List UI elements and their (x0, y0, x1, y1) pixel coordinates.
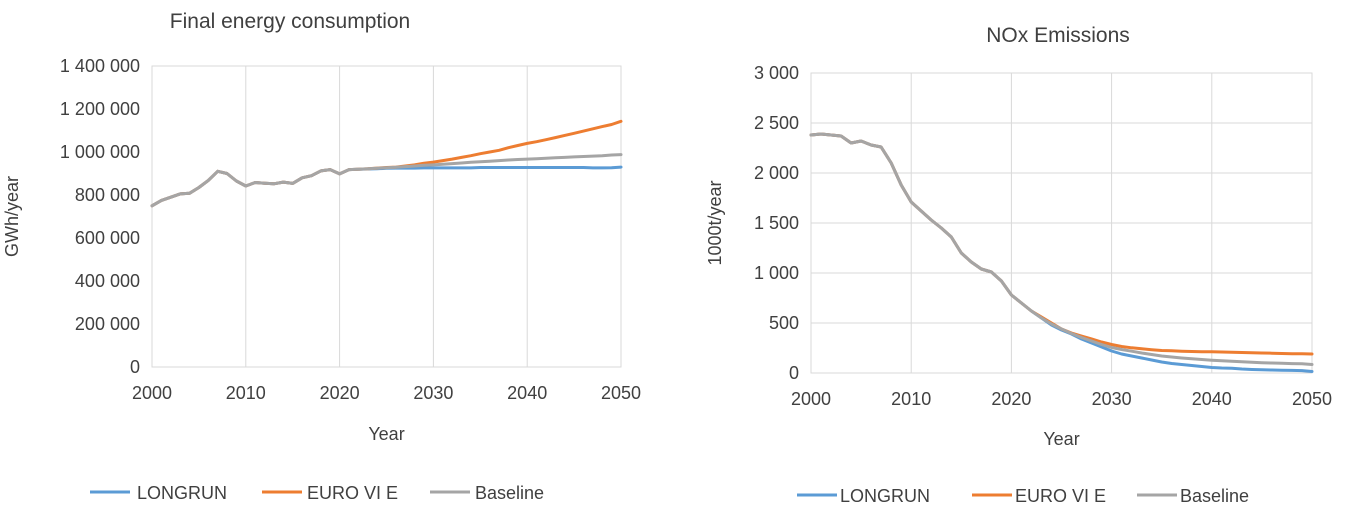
y-tick-label: 1 500 (754, 213, 799, 233)
y-tick-label: 500 (769, 313, 799, 333)
y-tick-label: 1 200 000 (60, 99, 140, 119)
legend-label: EURO VI E (307, 483, 398, 503)
y-axis-label: 1000t/year (705, 180, 725, 265)
series-line-baseline (809, 132, 1314, 366)
y-tick-label: 1 000 (754, 263, 799, 283)
x-tick-label: 2000 (791, 389, 831, 409)
x-tick-label: 2040 (1192, 389, 1232, 409)
x-tick-label: 2010 (226, 383, 266, 403)
x-tick-label: 2020 (991, 389, 1031, 409)
series-line-longrun (809, 132, 1314, 373)
x-tick-label: 2050 (1292, 389, 1332, 409)
x-axis-label: Year (1043, 429, 1079, 449)
x-tick-label: 2010 (891, 389, 931, 409)
plot-area (151, 65, 622, 368)
chart-title: NOx Emissions (986, 24, 1130, 47)
y-tick-label: 2 500 (754, 113, 799, 133)
series-line-euro-vi-e (809, 132, 1314, 356)
y-tick-label: 1 400 000 (60, 56, 140, 76)
y-tick-label: 0 (130, 357, 140, 377)
x-tick-label: 2000 (132, 383, 172, 403)
y-tick-label: 400 000 (75, 271, 140, 291)
x-tick-label: 2020 (320, 383, 360, 403)
legend-label: Baseline (475, 483, 544, 503)
x-tick-label: 2050 (601, 383, 641, 403)
chart-1: NOx Emissions 2000 2010 2020 2030 2040 2050 0 50… (705, 24, 1332, 506)
y-tick-label: 0 (789, 363, 799, 383)
chart-0: Final energy consumption 2000 2010 2020 2030… (2, 10, 641, 503)
series-line-euro-vi-e (150, 119, 623, 208)
x-axis-label: Year (368, 424, 404, 444)
chart-title: Final energy consumption (170, 10, 410, 33)
x-tick-label: 2030 (1092, 389, 1132, 409)
y-tick-label: 200 000 (75, 314, 140, 334)
y-tick-label: 3 000 (754, 63, 799, 83)
x-tick-label: 2030 (413, 383, 453, 403)
y-axis-label: GWh/year (2, 176, 22, 257)
y-tick-label: 1 000 000 (60, 142, 140, 162)
legend-label: EURO VI E (1015, 486, 1106, 506)
legend-label: LONGRUN (137, 483, 227, 503)
legend-label: LONGRUN (840, 486, 930, 506)
legend-label: Baseline (1180, 486, 1249, 506)
y-tick-label: 2 000 (754, 163, 799, 183)
x-tick-label: 2040 (507, 383, 547, 403)
y-tick-label: 600 000 (75, 228, 140, 248)
y-tick-label: 800 000 (75, 185, 140, 205)
series-line-baseline (150, 153, 623, 208)
